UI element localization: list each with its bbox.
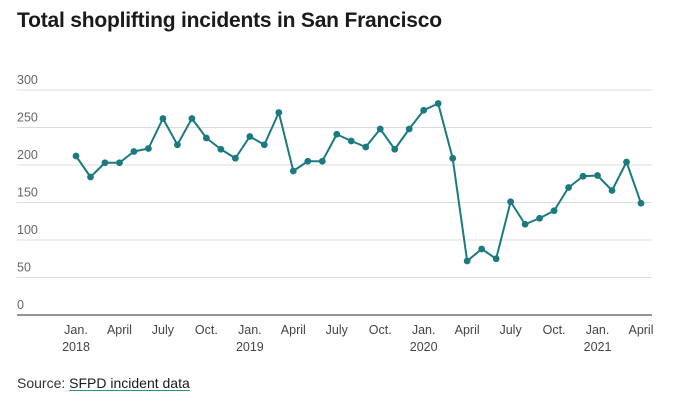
data-point — [362, 143, 370, 151]
y-tick-label: 250 — [17, 111, 38, 125]
data-point — [159, 115, 167, 122]
y-axis-tick-labels: 0 50 100 150 200 250 300 — [17, 73, 38, 312]
x-tick-label: April — [455, 323, 480, 337]
x-tick-label: Jan. — [238, 323, 262, 337]
data-point — [217, 145, 225, 153]
data-point — [246, 133, 254, 140]
x-tick-label: Oct. — [195, 323, 218, 337]
data-point — [492, 255, 500, 263]
data-point — [463, 257, 471, 265]
x-tick-label: July — [152, 323, 175, 337]
data-point — [449, 154, 457, 162]
data-point — [231, 154, 239, 162]
y-tick-label: 100 — [17, 223, 38, 237]
data-point — [391, 145, 399, 153]
data-point — [275, 109, 283, 116]
x-axis-tick-labels: Jan. 2018 April July Oct. Jan. 2019 April July Oc… — [62, 323, 653, 354]
data-point — [478, 245, 486, 253]
x-tick-label: Oct. — [369, 323, 392, 337]
x-tick-label: April — [281, 323, 306, 337]
x-tick-year-label: 2018 — [62, 340, 90, 354]
data-point — [623, 158, 630, 166]
data-point — [550, 207, 558, 215]
data-point — [145, 145, 152, 152]
data-point — [188, 115, 196, 122]
data-point — [304, 157, 312, 165]
y-tick-label: 300 — [17, 73, 38, 87]
x-tick-label: Jan. — [412, 323, 436, 337]
y-tick-label: 0 — [17, 298, 24, 312]
y-tick-label: 200 — [17, 148, 38, 162]
data-point — [565, 184, 572, 191]
x-tick-label: July — [326, 323, 349, 337]
data-point — [260, 141, 268, 149]
source-link[interactable]: SFPD incident data — [69, 375, 190, 391]
data-point — [318, 157, 326, 165]
data-point — [376, 125, 384, 133]
x-tick-label: April — [107, 323, 132, 337]
data-point — [72, 152, 80, 160]
gridlines — [17, 89, 652, 316]
x-tick-label: Jan. — [64, 323, 88, 337]
x-tick-label: April — [628, 323, 653, 337]
x-tick-label: Jan. — [586, 323, 610, 337]
x-tick-label: Oct. — [543, 323, 566, 337]
data-point — [637, 199, 645, 207]
data-point — [289, 167, 297, 175]
x-tick-year-label: 2020 — [410, 340, 438, 354]
x-tick-year-label: 2021 — [584, 340, 612, 354]
chart-title: Total shoplifting incidents in San Franc… — [17, 9, 442, 32]
data-point — [507, 198, 515, 206]
data-point — [333, 130, 341, 138]
source-prefix: Source: — [17, 375, 70, 391]
data-point — [594, 172, 601, 179]
data-point — [521, 220, 529, 228]
data-point — [101, 159, 109, 167]
y-tick-label: 150 — [17, 186, 38, 200]
x-tick-label: July — [499, 323, 522, 337]
series-line — [75, 102, 642, 262]
data-point — [405, 125, 413, 133]
data-point — [87, 173, 94, 181]
series-line-path — [75, 102, 642, 262]
y-tick-label: 50 — [17, 261, 31, 275]
data-point — [420, 106, 428, 114]
data-point — [536, 214, 543, 222]
x-tick-year-label: 2019 — [236, 340, 264, 354]
data-point — [434, 100, 442, 107]
data-point — [174, 141, 181, 149]
data-point — [347, 137, 355, 145]
data-point — [608, 187, 616, 194]
source-note: Source: SFPD incident data — [17, 375, 190, 391]
series-points — [72, 100, 645, 265]
data-point — [130, 148, 138, 155]
data-point — [116, 159, 123, 167]
data-point — [579, 172, 587, 180]
data-point — [202, 134, 210, 142]
line-chart: 0 50 100 150 200 250 300 Jan. 2018 April July Oct.… — [17, 73, 654, 354]
